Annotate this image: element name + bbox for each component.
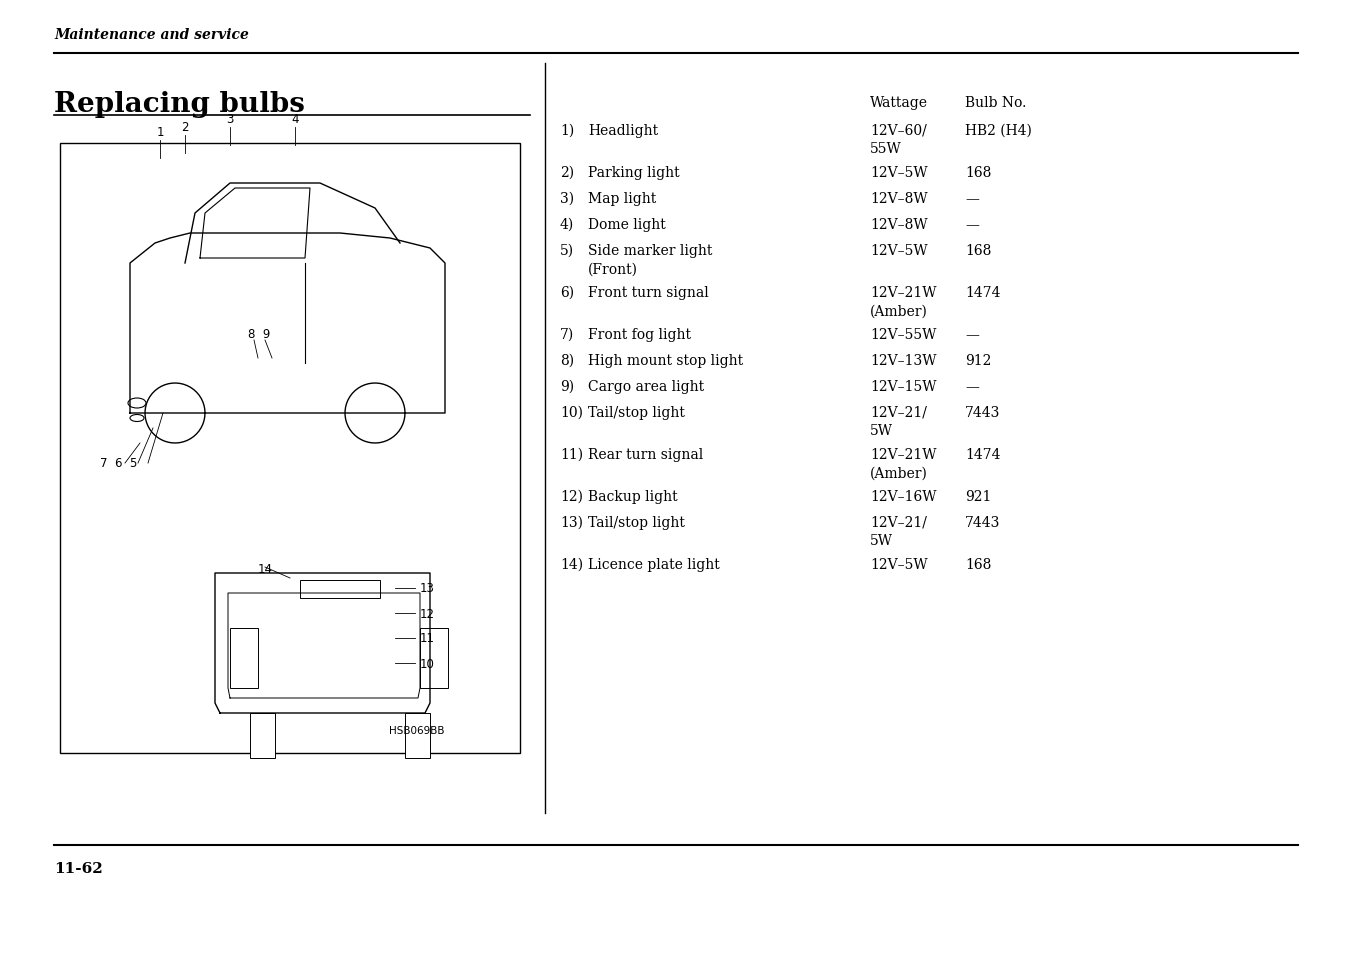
FancyBboxPatch shape: [59, 144, 521, 753]
Text: Wattage: Wattage: [869, 96, 927, 110]
Ellipse shape: [130, 416, 145, 422]
Text: 3): 3): [560, 192, 575, 206]
Text: Tail/stop light: Tail/stop light: [588, 516, 685, 530]
Text: 12V–5W: 12V–5W: [869, 244, 927, 257]
Text: 4): 4): [560, 218, 575, 232]
Text: Tail/stop light: Tail/stop light: [588, 406, 685, 419]
Text: —: —: [965, 379, 979, 394]
Text: 12V–21W
(Amber): 12V–21W (Amber): [869, 448, 937, 480]
Text: 7443: 7443: [965, 406, 1000, 419]
Text: 12V–5W: 12V–5W: [869, 558, 927, 572]
Bar: [230, 628, 258, 688]
Text: HB2 (H4): HB2 (H4): [965, 124, 1032, 138]
Text: 12: 12: [420, 607, 435, 619]
Text: 7  6  5: 7 6 5: [100, 457, 138, 470]
Text: 12V–15W: 12V–15W: [869, 379, 937, 394]
Text: 10: 10: [420, 657, 435, 670]
Text: 8  9: 8 9: [247, 327, 270, 340]
Text: 11: 11: [420, 632, 435, 645]
Text: 14: 14: [257, 562, 273, 576]
Text: 12V–60/
55W: 12V–60/ 55W: [869, 124, 926, 156]
Text: Rear turn signal: Rear turn signal: [588, 448, 703, 461]
Text: 12V–8W: 12V–8W: [869, 192, 927, 206]
Text: 12V–5W: 12V–5W: [869, 166, 927, 180]
Text: 9): 9): [560, 379, 575, 394]
Text: 12V–8W: 12V–8W: [869, 218, 927, 232]
Text: —: —: [965, 328, 979, 341]
Text: 12V–21/
5W: 12V–21/ 5W: [869, 516, 927, 548]
Text: 10): 10): [560, 406, 583, 419]
Text: 168: 168: [965, 558, 991, 572]
Ellipse shape: [128, 398, 146, 409]
Text: 1): 1): [560, 124, 575, 138]
Text: 12V–13W: 12V–13W: [869, 354, 937, 368]
Text: 5): 5): [560, 244, 575, 257]
Text: 12): 12): [560, 490, 583, 503]
Text: Front fog light: Front fog light: [588, 328, 691, 341]
Text: 12V–21W
(Amber): 12V–21W (Amber): [869, 286, 937, 318]
Text: —: —: [965, 192, 979, 206]
Text: 1474: 1474: [965, 448, 1000, 461]
Text: HSB069BB: HSB069BB: [389, 725, 445, 735]
Text: Cargo area light: Cargo area light: [588, 379, 704, 394]
Text: 14): 14): [560, 558, 583, 572]
Text: 2: 2: [181, 121, 189, 133]
Text: Map light: Map light: [588, 192, 656, 206]
Text: 12V–16W: 12V–16W: [869, 490, 937, 503]
Text: Bulb No.: Bulb No.: [965, 96, 1026, 110]
Text: Headlight: Headlight: [588, 124, 658, 138]
Text: Licence plate light: Licence plate light: [588, 558, 719, 572]
Text: Replacing bulbs: Replacing bulbs: [54, 91, 304, 118]
Text: 12V–21/
5W: 12V–21/ 5W: [869, 406, 927, 438]
Text: 7443: 7443: [965, 516, 1000, 530]
Text: 12V–55W: 12V–55W: [869, 328, 937, 341]
Text: 6): 6): [560, 286, 575, 299]
Bar: [406, 713, 430, 759]
Bar: [250, 713, 274, 759]
Text: 2): 2): [560, 166, 575, 180]
Text: Backup light: Backup light: [588, 490, 677, 503]
Text: 1: 1: [157, 126, 164, 139]
Text: 11): 11): [560, 448, 583, 461]
Text: Front turn signal: Front turn signal: [588, 286, 708, 299]
Text: 7): 7): [560, 328, 575, 341]
Bar: [420, 628, 448, 688]
Text: 13: 13: [420, 582, 435, 595]
Text: 3: 3: [226, 112, 234, 126]
Text: —: —: [965, 218, 979, 232]
Text: 921: 921: [965, 490, 991, 503]
Text: Parking light: Parking light: [588, 166, 680, 180]
Text: 912: 912: [965, 354, 991, 368]
Text: 8): 8): [560, 354, 575, 368]
Text: Side marker light
(Front): Side marker light (Front): [588, 244, 713, 276]
Text: 168: 168: [965, 166, 991, 180]
Text: 13): 13): [560, 516, 583, 530]
Text: Dome light: Dome light: [588, 218, 665, 232]
Text: Maintenance and service: Maintenance and service: [54, 28, 249, 42]
Text: High mount stop light: High mount stop light: [588, 354, 744, 368]
Text: 1474: 1474: [965, 286, 1000, 299]
Text: 168: 168: [965, 244, 991, 257]
Bar: [300, 580, 380, 598]
Text: 4: 4: [291, 112, 299, 126]
Text: 11-62: 11-62: [54, 862, 103, 875]
